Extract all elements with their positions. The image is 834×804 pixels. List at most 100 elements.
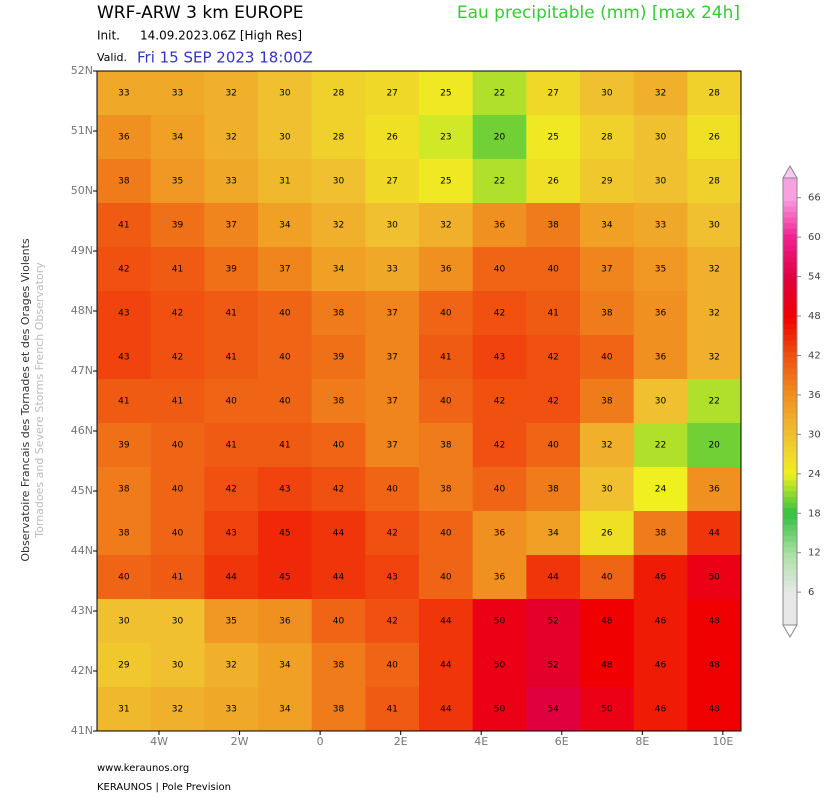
field-value: 46 — [655, 661, 667, 671]
colorbar-step — [783, 340, 797, 347]
field-cell — [204, 555, 259, 600]
field-value: 34 — [547, 529, 559, 539]
field-value: 40 — [601, 353, 613, 363]
field-value: 29 — [601, 177, 613, 187]
colorbar-step — [783, 278, 797, 285]
colorbar-step — [783, 345, 797, 352]
field-cell — [311, 291, 366, 336]
field-cell — [633, 379, 688, 424]
field-value: 36 — [118, 133, 130, 143]
colorbar-step — [783, 323, 797, 330]
field-cell — [580, 379, 635, 424]
field-value: 41 — [172, 265, 183, 275]
field-value: 50 — [708, 573, 720, 583]
field-value: 40 — [386, 661, 398, 671]
field-cell — [150, 423, 205, 468]
field-cell — [526, 115, 581, 160]
field-value: 41 — [547, 309, 558, 319]
field-cell — [365, 335, 420, 380]
field-cell — [526, 159, 581, 204]
field-value: 33 — [225, 177, 236, 187]
field-cell — [97, 71, 152, 116]
field-cell — [365, 555, 420, 600]
field-cell — [580, 511, 635, 556]
colorbar-step — [783, 390, 797, 397]
field-cell — [419, 247, 474, 292]
field-value: 38 — [333, 397, 345, 407]
field-cell — [633, 115, 688, 160]
field-cell — [258, 599, 313, 644]
field-cell — [419, 335, 474, 380]
colorbar-step — [783, 312, 797, 319]
field-cell — [311, 643, 366, 688]
field-cell — [365, 159, 420, 204]
field-cell — [419, 291, 474, 336]
valid-label: Valid. — [97, 51, 127, 64]
field-cell — [633, 335, 688, 380]
field-cell — [419, 467, 474, 512]
lon-label: 0 — [317, 735, 324, 748]
field-value: 40 — [225, 397, 237, 407]
field-cell — [419, 599, 474, 644]
colorbar-label: 18 — [808, 508, 821, 519]
field-value: 30 — [655, 133, 667, 143]
field-cell — [311, 247, 366, 292]
field-cell — [204, 599, 259, 644]
field-cell — [580, 115, 635, 160]
field-value: 32 — [708, 309, 719, 319]
field-value: 39 — [225, 265, 237, 275]
field-cell — [580, 555, 635, 600]
field-value: 46 — [655, 573, 667, 583]
field-value: 37 — [386, 397, 397, 407]
field-cell — [365, 203, 420, 248]
field-cell — [311, 335, 366, 380]
field-value: 29 — [118, 661, 130, 671]
field-value: 40 — [172, 441, 184, 451]
field-value: 32 — [655, 89, 666, 99]
field-cell — [97, 643, 152, 688]
field-cell — [472, 643, 527, 688]
field-value: 34 — [601, 221, 613, 231]
field-value: 44 — [225, 573, 237, 583]
field-cell — [419, 423, 474, 468]
field-cell — [97, 379, 152, 424]
field-cell — [204, 247, 259, 292]
field-value: 30 — [601, 89, 613, 99]
field-cell — [311, 511, 366, 556]
colorbar-step — [783, 569, 797, 576]
lon-label: 2E — [394, 735, 408, 748]
field-value: 34 — [279, 221, 291, 231]
colorbar-step — [783, 194, 797, 201]
field-value: 44 — [708, 529, 720, 539]
colorbar-step — [783, 585, 797, 592]
field-cell — [365, 511, 420, 556]
field-value: 30 — [708, 221, 720, 231]
field-value: 40 — [494, 485, 506, 495]
model-title: WRF-ARW 3 km EUROPE — [97, 3, 304, 23]
colorbar-step — [783, 423, 797, 430]
colorbar-step — [783, 613, 797, 620]
field-value: 30 — [172, 661, 184, 671]
field-cell — [472, 467, 527, 512]
colorbar-step — [783, 468, 797, 475]
field-value: 42 — [118, 265, 129, 275]
field-value: 50 — [494, 661, 506, 671]
field-value: 32 — [601, 441, 612, 451]
side-text: Tornadoes and Severe Storms French Obser… — [33, 262, 46, 539]
field-cell — [311, 467, 366, 512]
field-cell — [419, 511, 474, 556]
field-cell — [204, 291, 259, 336]
field-value: 35 — [655, 265, 666, 275]
field-value: 27 — [386, 177, 397, 187]
field-value: 38 — [655, 529, 667, 539]
field-value: 40 — [494, 265, 506, 275]
field-cell — [97, 511, 152, 556]
field-value: 37 — [225, 221, 236, 231]
field-cell — [204, 335, 259, 380]
field-cell — [365, 71, 420, 116]
field-value: 27 — [547, 89, 558, 99]
field-cell — [150, 335, 205, 380]
field-cell — [97, 247, 152, 292]
field-cell — [419, 159, 474, 204]
field-value: 43 — [225, 529, 236, 539]
